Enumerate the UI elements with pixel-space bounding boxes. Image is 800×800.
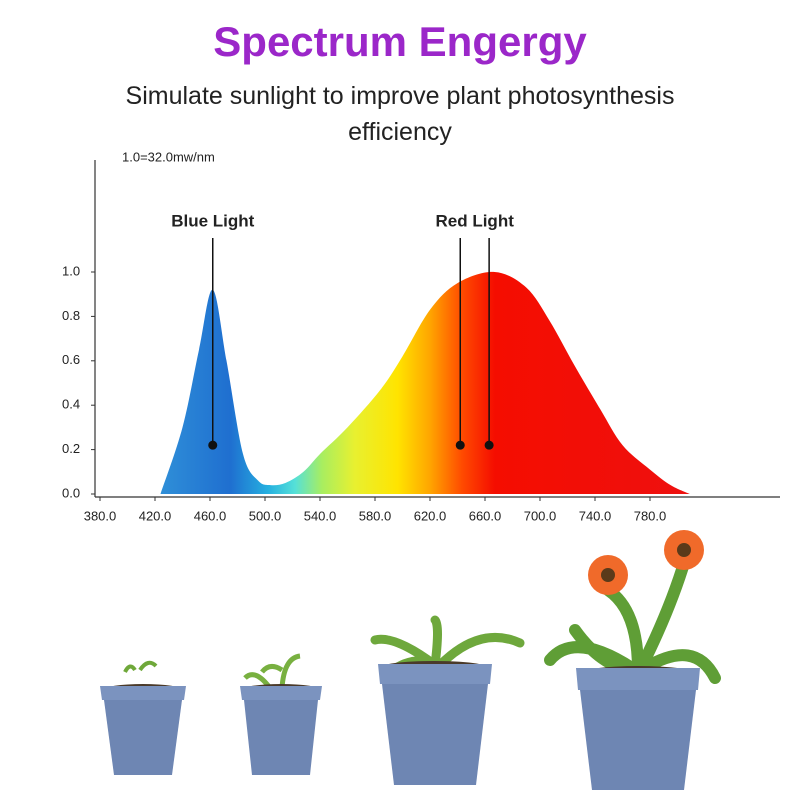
x-tick-label: 660.0	[469, 508, 502, 523]
annotation-label: Blue Light	[171, 211, 254, 230]
x-tick-label: 780.0	[634, 508, 667, 523]
x-tick-label: 420.0	[139, 508, 172, 523]
unit-note: 1.0=32.0mw/nm	[122, 149, 215, 164]
x-tick-label: 700.0	[524, 508, 557, 523]
axes	[91, 160, 780, 501]
y-tick-label: 0.4	[62, 397, 80, 412]
pots-illustration	[100, 530, 721, 790]
x-tick-label: 620.0	[414, 508, 447, 523]
pot	[100, 660, 186, 775]
y-tick-label: 0.6	[62, 352, 80, 367]
pot	[370, 615, 525, 785]
y-tick-label: 0.0	[62, 485, 80, 500]
x-tick-label: 500.0	[249, 508, 282, 523]
y-tick-label: 0.8	[62, 308, 80, 323]
spectrum-area	[160, 271, 690, 494]
pot	[240, 653, 322, 775]
x-tick-label: 580.0	[359, 508, 392, 523]
x-tick-label: 380.0	[84, 508, 117, 523]
x-tick-label: 540.0	[304, 508, 337, 523]
annotation-label: Red Light	[435, 211, 514, 230]
pot	[544, 530, 721, 790]
pointer-dot	[484, 440, 494, 450]
y-tick-label: 0.2	[62, 441, 80, 456]
x-tick-label: 460.0	[194, 508, 227, 523]
y-tick-label: 1.0	[62, 263, 80, 278]
pointer-dot	[208, 440, 218, 450]
x-tick-label: 740.0	[579, 508, 612, 523]
subtitle: Simulate sunlight to improve plant photo…	[125, 82, 675, 146]
title: Spectrum Engergy	[213, 18, 587, 65]
pointer-dot	[455, 440, 465, 450]
